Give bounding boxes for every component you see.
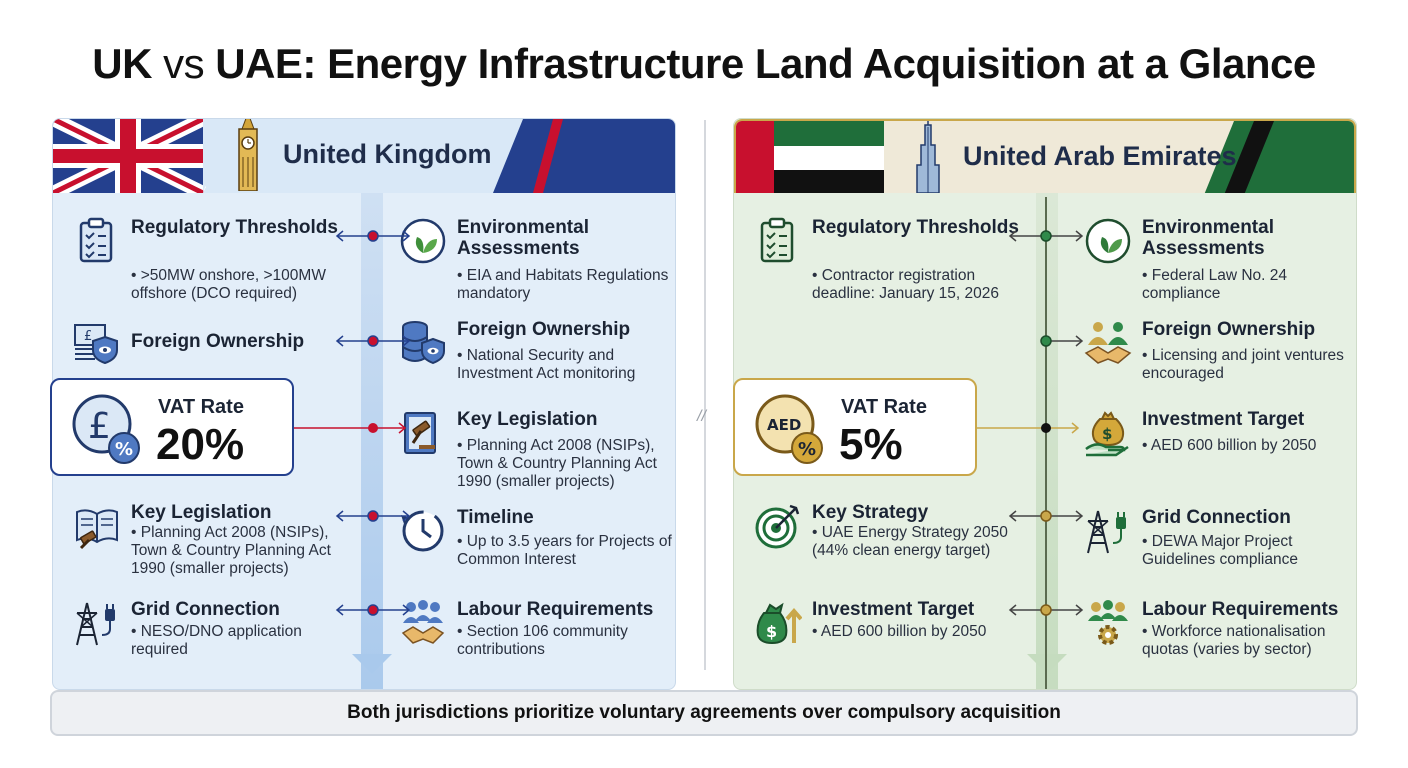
pound-note-shield-icon: £ bbox=[74, 324, 118, 365]
target-arrow-icon bbox=[755, 504, 800, 549]
big-ben-icon bbox=[238, 119, 258, 191]
uae-spine bbox=[1036, 193, 1058, 689]
title-rest: UAE: Energy Infrastructure Land Acquisit… bbox=[215, 40, 1316, 87]
item-detail: Planning Act 2008 (NSIPs), Town & Countr… bbox=[131, 524, 346, 578]
uk-spine bbox=[361, 193, 383, 689]
uk-header-title: United Kingdom bbox=[283, 139, 492, 169]
item-detail: Federal Law No. 24 compliance bbox=[1142, 267, 1356, 303]
aed-percent-icon: AED % bbox=[755, 394, 823, 464]
money-bag-arrow-icon: $ bbox=[756, 602, 802, 645]
item-detail: AED 600 billion by 2050 bbox=[1142, 437, 1356, 455]
divider-break-icon: // bbox=[697, 408, 706, 425]
item-detail: Licensing and joint ventures encouraged bbox=[1142, 347, 1356, 383]
pylon-plug-icon bbox=[1087, 510, 1126, 554]
item-title: Regulatory Thresholds bbox=[812, 217, 1019, 238]
svg-text:$: $ bbox=[1102, 425, 1112, 443]
center-divider bbox=[704, 120, 706, 670]
item-title: Timeline bbox=[457, 507, 534, 528]
item-detail: UAE Energy Strategy 2050 (44% clean ener… bbox=[812, 524, 1027, 560]
item-title: Grid Connection bbox=[131, 599, 280, 620]
item-detail: DEWA Major Project Guidelines compliance bbox=[1142, 533, 1356, 569]
pound-percent-icon: £ % bbox=[72, 394, 140, 464]
uae-connector-row-4 bbox=[1008, 510, 1084, 522]
uk-connector-row-4 bbox=[335, 510, 411, 522]
union-jack-flag-icon bbox=[53, 119, 675, 193]
item-detail: Section 106 community contributions bbox=[457, 623, 672, 659]
uae-connector-row-5 bbox=[1008, 604, 1084, 616]
item-detail: Contractor registration deadline: Januar… bbox=[812, 267, 1027, 303]
item-detail: Planning Act 2008 (NSIPs), Town & Countr… bbox=[457, 437, 672, 491]
page-title: UK vs UAE: Energy Infrastructure Land Ac… bbox=[0, 40, 1408, 88]
uk-panel: United Kingdom Regulatory Thresholds >50… bbox=[52, 118, 676, 690]
uae-header: United Arab Emirates bbox=[734, 119, 1356, 193]
item-title: Key Legislation bbox=[131, 502, 272, 523]
svg-text:£: £ bbox=[88, 406, 111, 447]
item-title: Key Strategy bbox=[812, 502, 929, 523]
uae-vat-card: AED % VAT Rate 5% bbox=[733, 378, 977, 476]
uk-connector-row-5 bbox=[335, 604, 411, 616]
svg-text:%: % bbox=[798, 439, 816, 460]
people-handshake-icon bbox=[1084, 322, 1132, 364]
uk-vat-card: £ % VAT Rate 20% bbox=[50, 378, 294, 476]
title-vs: vs bbox=[163, 40, 205, 87]
clipboard-checklist-icon bbox=[760, 217, 794, 263]
item-detail: AED 600 billion by 2050 bbox=[812, 623, 1027, 641]
item-title: Labour Requirements bbox=[1142, 599, 1339, 620]
vat-label: VAT Rate bbox=[158, 396, 244, 418]
item-title: Environmental Assessments bbox=[457, 217, 589, 259]
item-detail: Workforce nationalisation quotas (varies… bbox=[1142, 623, 1356, 659]
pylon-plug-icon bbox=[76, 602, 115, 646]
uae-connector-row-2 bbox=[1040, 335, 1084, 347]
uae-header-title: United Arab Emirates bbox=[963, 141, 1237, 171]
uk-header: United Kingdom bbox=[53, 119, 675, 193]
law-book-gavel-icon bbox=[404, 412, 436, 454]
vat-value: 5% bbox=[839, 420, 903, 469]
uk-connector-vat bbox=[293, 422, 407, 434]
vat-value: 20% bbox=[156, 420, 245, 469]
svg-text:£: £ bbox=[84, 329, 92, 344]
item-title: Investment Target bbox=[1142, 409, 1305, 430]
item-title: Foreign Ownership bbox=[131, 331, 305, 352]
uae-spine-line bbox=[1045, 197, 1047, 689]
footer-summary: Both jurisdictions prioritize voluntary … bbox=[50, 690, 1358, 736]
burj-khalifa-icon bbox=[916, 121, 940, 193]
item-title: Investment Target bbox=[812, 599, 975, 620]
clipboard-checklist-icon bbox=[79, 217, 113, 263]
uae-connector-row-1 bbox=[1008, 230, 1084, 242]
item-title: Environmental Assessments bbox=[1142, 217, 1274, 259]
uk-connector-row-1 bbox=[335, 230, 411, 242]
item-title: Regulatory Thresholds bbox=[131, 217, 338, 238]
item-detail: NESO/DNO application required bbox=[131, 623, 346, 659]
svg-text:%: % bbox=[115, 439, 133, 460]
item-detail: >50MW onshore, >100MW offshore (DCO requ… bbox=[131, 267, 346, 303]
leaf-icon bbox=[1085, 218, 1131, 264]
item-title: Grid Connection bbox=[1142, 507, 1291, 528]
database-eye-shield-icon bbox=[402, 321, 445, 365]
uae-flag-icon bbox=[736, 121, 1354, 193]
uae-spine-arrow-icon bbox=[1027, 654, 1067, 674]
vat-label: VAT Rate bbox=[841, 396, 927, 418]
item-title: Foreign Ownership bbox=[457, 319, 631, 340]
people-gear-icon bbox=[1088, 600, 1128, 645]
item-title: Labour Requirements bbox=[457, 599, 654, 620]
item-detail: National Security and Investment Act mon… bbox=[457, 347, 672, 383]
leaf-icon bbox=[400, 218, 446, 264]
aed-coin-text: AED bbox=[767, 416, 801, 434]
item-detail: EIA and Habitats Regulations mandatory bbox=[457, 267, 672, 303]
svg-text:$: $ bbox=[766, 622, 777, 641]
item-title: Foreign Ownership bbox=[1142, 319, 1316, 340]
money-bag-hand-icon: $ bbox=[1085, 411, 1129, 457]
uae-connector-vat bbox=[966, 422, 1080, 434]
item-detail: Up to 3.5 years for Projects of Common I… bbox=[457, 533, 672, 569]
uk-spine-arrow-icon bbox=[352, 654, 392, 674]
item-title: Key Legislation bbox=[457, 409, 598, 430]
uk-connector-row-2 bbox=[335, 335, 411, 347]
book-gavel-icon bbox=[76, 509, 118, 550]
title-uk: UK bbox=[92, 40, 152, 87]
